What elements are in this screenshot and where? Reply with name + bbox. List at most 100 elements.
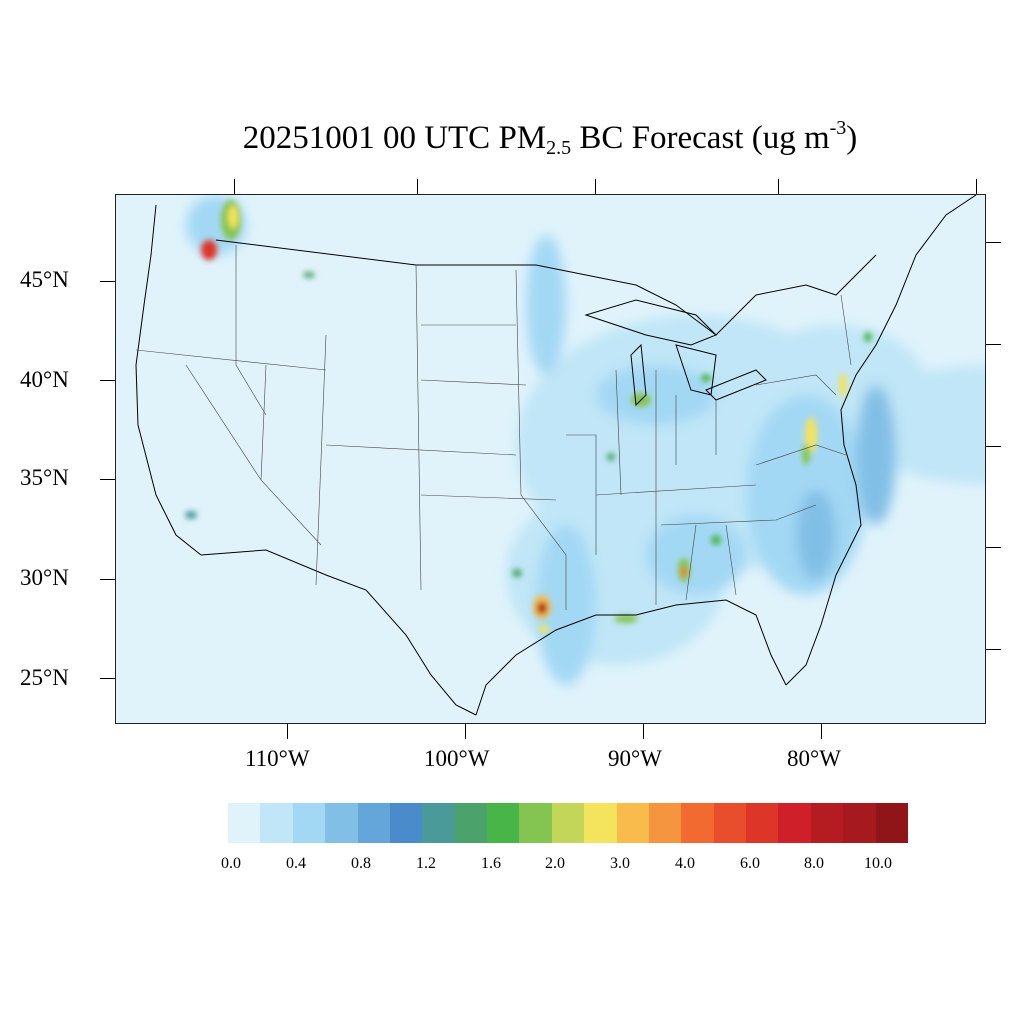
hotspot-st-louis [607,453,615,461]
hotspot-pnw-plume [228,205,238,229]
hotspot-dc-baltimore [805,417,817,453]
lake-superior [584,299,717,346]
state-border-12 [566,434,597,555]
tick-right-1 [986,242,1001,243]
colorbar-label: 6.0 [740,855,760,872]
tick-right-5 [986,649,1001,650]
tick-right-2 [986,344,1001,345]
hotspot-virginia [802,445,810,465]
colorbar-cell [357,803,390,843]
hotspot-alabama-core [681,567,687,577]
tick-top-4 [778,179,779,194]
east-coastline [785,195,977,686]
lat-label-35n: 35°N [20,465,69,490]
state-border-5 [315,334,327,586]
hotspot-atlanta [711,535,721,545]
hotspot-pnw-core [201,240,217,260]
state-border-14 [615,369,622,496]
hotspot-texas-south [539,625,549,633]
coastline-and-borders [135,195,977,716]
hotspot-texas-core [537,602,547,614]
state-border-11 [515,269,567,610]
tick-bottom-100 [465,724,466,739]
colorbar-label: 0.4 [286,855,306,872]
colorbar-label: 0.8 [351,855,371,872]
lat-label-45n: 45°N [20,267,69,292]
colorbar-cell [713,803,746,843]
tick-top-3 [595,179,596,194]
tick-bottom-80 [821,724,822,739]
colorbar-label: 2.0 [545,855,565,872]
state-border-21 [755,374,837,396]
colorbar-cell [454,803,487,843]
colorbar-cell [584,803,617,843]
tick-left-25 [100,678,115,679]
tick-top-5 [976,179,977,194]
colorbar-cell [746,803,779,843]
state-border-22 [755,444,847,466]
colorbar-cell [422,803,455,843]
colorbar-cell [778,803,811,843]
hotspot-new-orleans [614,615,638,623]
map-title: 20251001 00 UTC PM2.5 BC Forecast (ug m-… [242,117,858,159]
canada-border [215,239,877,336]
hotspot-new-york [839,373,847,397]
state-borders [135,245,852,610]
lon-label-100w: 100°W [424,746,490,771]
forecast-map-canvas [116,195,985,723]
tick-left-45 [100,281,115,282]
state-border-1 [235,245,267,416]
colorbar-label: 3.0 [610,855,630,872]
tick-right-4 [986,547,1001,548]
colorbar-label: 1.6 [481,855,501,872]
colorbar-cell [325,803,358,843]
state-border-6 [415,264,422,591]
colorbar-cell [487,803,520,843]
hotspot-layer [185,200,872,633]
hotspot-detroit [701,374,711,382]
state-border-9 [420,379,527,386]
colorbar-cell [648,803,682,843]
colorbar-label: 0.0 [221,855,241,872]
state-border-23 [840,294,852,366]
state-border-7 [325,444,517,456]
tick-top-2 [417,179,418,194]
tick-left-40 [100,380,115,381]
colorbar-cell [551,803,585,843]
tick-top-1 [234,179,235,194]
colorbar-cell [810,803,844,843]
hotspot-los-angeles [185,511,197,519]
lon-label-90w: 90°W [608,746,662,771]
hotspot-boston [864,332,872,342]
state-border-16 [685,524,697,601]
colorbar-label: 8.0 [804,855,824,872]
colorbar-label: 1.2 [416,855,436,872]
tick-left-30 [100,579,115,580]
lake-michigan [630,343,647,407]
colorbar-cell [843,803,876,843]
state-border-18 [660,504,817,526]
lon-label-80w: 80°W [787,746,841,771]
colorbar-label: 10.0 [864,855,892,872]
hotspot-montana [303,272,315,278]
lat-label-40n: 40°N [20,367,69,392]
lon-label-110w: 110°W [245,746,310,771]
colorbar-cell [260,803,293,843]
colorbar-cell [292,803,326,843]
lake-erie [705,369,767,401]
state-border-13 [595,484,757,496]
mexico-border [200,549,477,716]
tick-bottom-90 [643,724,644,739]
colorbar-cell [389,803,423,843]
colorbar-cell [875,803,908,843]
state-border-17 [725,524,737,596]
lat-label-25n: 25°N [20,665,69,690]
hotspot-dallas [512,569,522,577]
tick-left-35 [100,479,115,480]
colorbar-cell [228,803,261,843]
gulf-coastline [475,599,787,716]
lat-label-30n: 30°N [20,565,69,590]
colorbar-cell [519,803,552,843]
forecast-map [115,194,986,724]
tick-bottom-110 [287,724,288,739]
